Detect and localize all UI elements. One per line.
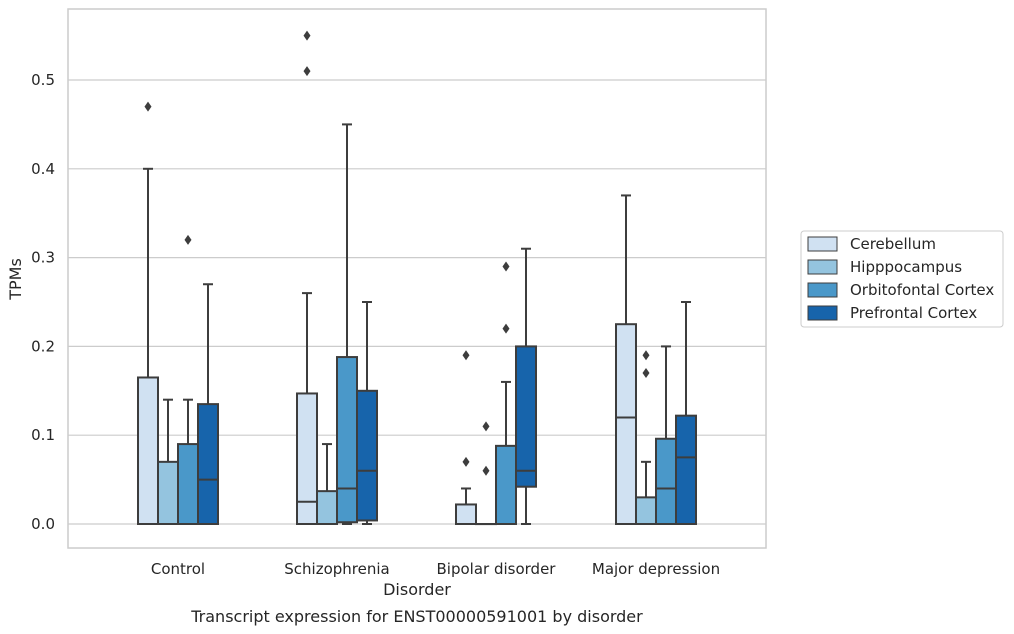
outlier-point bbox=[462, 456, 470, 467]
box-1-1 bbox=[316, 443, 338, 526]
outlier-point bbox=[144, 101, 152, 112]
box-2-3 bbox=[515, 247, 537, 525]
outlier-point bbox=[642, 368, 650, 379]
y-axis-title: TPMs bbox=[6, 258, 25, 301]
box-3-1 bbox=[635, 350, 657, 525]
box-body bbox=[675, 414, 697, 525]
box-body bbox=[197, 403, 219, 525]
chart-caption: Transcript expression for ENST0000059100… bbox=[190, 607, 643, 626]
outlier-point bbox=[502, 323, 510, 334]
legend-item: Orbitofontal Cortex bbox=[807, 281, 994, 299]
legend-label: Hipppocampus bbox=[850, 258, 962, 276]
box-body bbox=[615, 323, 637, 526]
box-3-3 bbox=[675, 301, 697, 525]
box-1-0 bbox=[296, 30, 318, 525]
box-body bbox=[157, 460, 179, 525]
box-0-2 bbox=[177, 234, 199, 525]
box-body bbox=[356, 389, 378, 522]
y-tick-label: 0.5 bbox=[31, 71, 55, 89]
x-tick-label: Schizophrenia bbox=[284, 560, 389, 578]
outlier-point bbox=[482, 465, 490, 476]
outlier-point bbox=[642, 350, 650, 361]
legend-item: Cerebellum bbox=[807, 235, 936, 253]
x-tick-label: Major depression bbox=[592, 560, 720, 578]
boxes bbox=[137, 30, 697, 526]
legend-frame bbox=[800, 230, 1004, 328]
outlier-point bbox=[303, 30, 311, 41]
box-0-3 bbox=[197, 283, 219, 525]
box-1-2 bbox=[336, 123, 358, 525]
box-body bbox=[515, 345, 537, 488]
box-body bbox=[137, 376, 159, 526]
box-2-0 bbox=[455, 350, 477, 525]
box-body bbox=[177, 443, 199, 525]
legend-swatch bbox=[807, 259, 838, 275]
box-3-2 bbox=[655, 345, 677, 526]
box-0-1 bbox=[157, 398, 179, 525]
legend-label: Cerebellum bbox=[850, 235, 936, 253]
y-tick-label: 0.0 bbox=[31, 515, 55, 533]
legend-label: Orbitofontal Cortex bbox=[850, 281, 994, 299]
box-2-2 bbox=[495, 261, 517, 525]
box-3-0 bbox=[615, 194, 637, 526]
box-body bbox=[336, 356, 358, 524]
box-body bbox=[455, 503, 477, 525]
legend-swatch bbox=[807, 282, 838, 298]
legend-swatch bbox=[807, 305, 838, 321]
outlier-point bbox=[303, 66, 311, 77]
outlier-point bbox=[184, 234, 192, 245]
outlier-point bbox=[482, 421, 490, 432]
x-tick-label: Bipolar disorder bbox=[437, 560, 557, 578]
legend: Cerebellum Hipppocampus Orbitofontal Corte… bbox=[800, 230, 1004, 328]
legend-label: Prefrontal Cortex bbox=[850, 304, 977, 322]
y-tick-label: 0.2 bbox=[31, 337, 55, 355]
legend-items: Cerebellum Hipppocampus Orbitofontal Corte… bbox=[807, 235, 994, 322]
y-axis-ticks: 0.0 0.1 0.2 0.3 0.4 0.5 bbox=[31, 71, 55, 533]
y-tick-label: 0.1 bbox=[31, 426, 55, 444]
box-body bbox=[655, 437, 677, 526]
x-tick-label: Control bbox=[151, 560, 205, 578]
legend-swatch bbox=[807, 236, 838, 252]
plot-frame bbox=[67, 8, 767, 549]
legend-item: Prefrontal Cortex bbox=[807, 304, 977, 322]
box-0-0 bbox=[137, 101, 159, 526]
box-body bbox=[495, 444, 517, 525]
box-2-1 bbox=[475, 421, 497, 526]
y-tick-label: 0.3 bbox=[31, 249, 55, 267]
box-body bbox=[296, 392, 318, 525]
x-axis-ticks: Control Schizophrenia Bipolar disorder Majo… bbox=[151, 560, 720, 578]
outlier-point bbox=[502, 261, 510, 272]
outlier-point bbox=[462, 350, 470, 361]
box-1-3 bbox=[356, 301, 378, 525]
x-axis-title: Disorder bbox=[383, 580, 451, 599]
y-tick-label: 0.4 bbox=[31, 160, 55, 178]
box-body bbox=[316, 490, 338, 526]
legend-item: Hipppocampus bbox=[807, 258, 962, 276]
box-body bbox=[635, 496, 657, 525]
